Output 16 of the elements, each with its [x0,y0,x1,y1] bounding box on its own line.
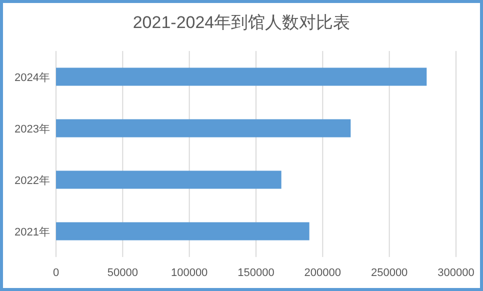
bar [56,119,351,138]
x-tick-label: 150000 [238,267,274,279]
x-tick-label: 100000 [170,267,208,279]
y-tick-label: 2021年 [14,226,50,238]
bar [56,170,282,189]
x-tick-label: 250000 [370,267,408,279]
x-tick-label: 200000 [304,267,342,279]
y-tick-label: 2022年 [14,174,50,187]
x-tick-label: 300000 [438,267,474,279]
y-tick-label: 2023年 [14,123,50,136]
bar [56,222,310,240]
x-tick-label: 0 [52,267,60,279]
y-tick-label: 2024年 [14,72,50,84]
bar [56,68,427,86]
x-tick-label: 50000 [107,267,138,279]
chart-title: 2021-2024年到馆人数对比表 [132,13,350,32]
